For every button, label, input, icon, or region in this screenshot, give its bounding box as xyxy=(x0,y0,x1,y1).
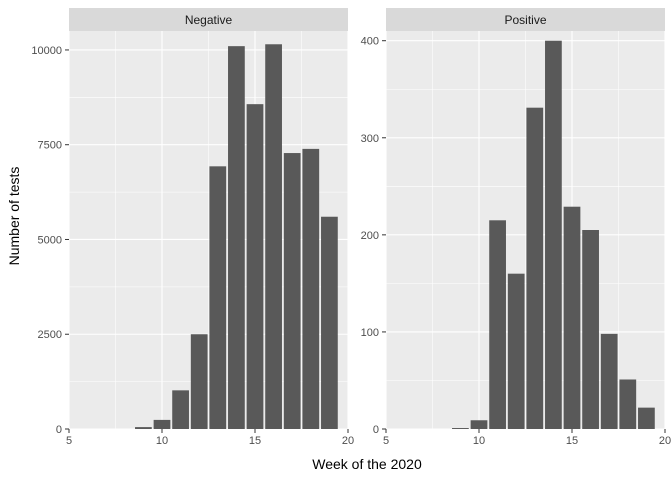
y-tick-label: 200 xyxy=(361,230,379,242)
bar-negative-week-9 xyxy=(135,427,152,429)
y-tick-label: 400 xyxy=(361,36,379,48)
x-tick-label: 5 xyxy=(66,435,72,447)
bar-positive-week-13 xyxy=(526,107,544,429)
bar-positive-week-17 xyxy=(600,333,618,429)
bar-positive-week-15 xyxy=(563,206,581,429)
bar-negative-week-10 xyxy=(153,419,171,429)
bar-positive-week-9 xyxy=(452,428,469,429)
bar-positive-week-11 xyxy=(489,220,506,429)
strip-negative xyxy=(69,8,348,31)
y-tick-label: 0 xyxy=(56,424,62,436)
strip-label-negative: Negative xyxy=(185,13,233,27)
y-axis-title: Number of tests xyxy=(6,167,22,266)
panel-negative: Negative 5 10 15 20 0 2500 5000 7500 10000 xyxy=(31,8,354,447)
y-tick-label: 2500 xyxy=(38,329,62,341)
bar-negative-week-18 xyxy=(302,148,320,430)
bar-positive-week-16 xyxy=(582,230,599,429)
bar-negative-week-11 xyxy=(172,390,189,429)
bar-positive-week-14 xyxy=(545,40,562,430)
y-tick-label: 0 xyxy=(373,424,379,436)
x-tick-label: 20 xyxy=(342,435,354,447)
strip-positive xyxy=(386,8,665,31)
x-axis-title: Week of the 2020 xyxy=(312,456,422,472)
x-tick-label: 15 xyxy=(566,435,578,447)
y-tick-label: 5000 xyxy=(38,234,62,246)
bar-negative-week-16 xyxy=(265,44,282,430)
y-tick-label: 300 xyxy=(361,133,379,145)
bar-negative-week-19 xyxy=(321,216,338,429)
bar-negative-week-12 xyxy=(190,334,208,429)
y-tick-label: 10000 xyxy=(31,45,62,57)
x-tick-label: 20 xyxy=(659,435,671,447)
y-tick-label: 100 xyxy=(361,327,379,339)
bar-positive-week-19 xyxy=(638,407,655,429)
bar-positive-week-12 xyxy=(507,273,525,429)
x-tick-label: 10 xyxy=(156,435,168,447)
bar-positive-week-18 xyxy=(619,379,637,429)
bar-negative-week-13 xyxy=(209,166,227,429)
x-tick-label: 5 xyxy=(383,435,389,447)
bar-negative-week-17 xyxy=(283,153,301,429)
y-tick-label: 7500 xyxy=(38,140,62,152)
strip-label-positive: Positive xyxy=(504,13,546,27)
bar-negative-week-14 xyxy=(228,46,245,430)
bar-positive-week-10 xyxy=(470,420,488,429)
x-tick-label: 10 xyxy=(473,435,485,447)
bar-negative-week-15 xyxy=(246,104,264,429)
x-tick-label: 15 xyxy=(249,435,261,447)
